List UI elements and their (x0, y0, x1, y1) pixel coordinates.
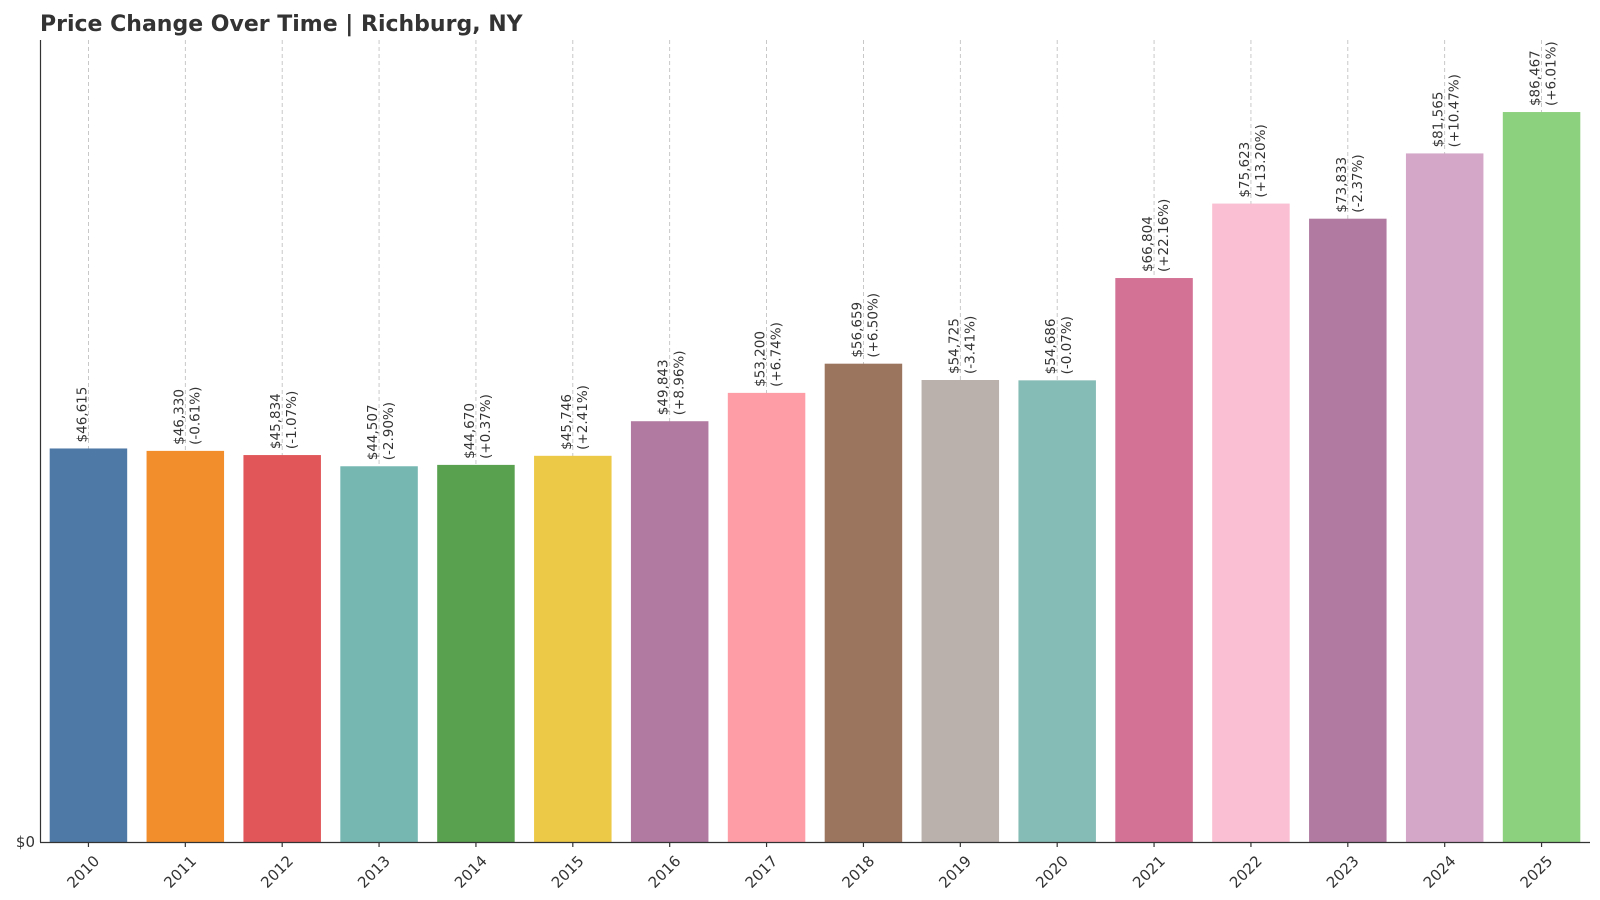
bar-2012 (243, 455, 321, 842)
value-label-2021: $66,804 (1140, 216, 1156, 272)
bar-2024 (1405, 153, 1484, 843)
bars (49, 112, 1581, 843)
bar-2022 (1212, 203, 1290, 842)
change-label-2011: (-0.61%) (187, 387, 203, 445)
change-label-2021: (+22.16%) (1156, 199, 1172, 272)
x-tick-label-2011: 2011 (160, 852, 200, 892)
change-label-2019: (-3.41%) (962, 316, 978, 374)
x-tick-label-2020: 2020 (1032, 852, 1072, 892)
bar-2025 (1502, 112, 1581, 843)
x-tick-label-2025: 2025 (1517, 852, 1557, 892)
value-label-2024: $81,565 (1431, 92, 1447, 148)
bar-2019 (921, 380, 1000, 842)
bar-2017 (727, 392, 806, 842)
value-label-2012: $45,834 (268, 393, 284, 449)
chart-title: Price Change Over Time | Richburg, NY (40, 12, 524, 37)
y-tick-label-0: $0 (16, 833, 35, 851)
change-label-2012: (-1.07%) (284, 391, 300, 449)
bar-2018 (824, 363, 903, 842)
value-label-2022: $75,623 (1237, 142, 1253, 198)
change-label-2013: (-2.90%) (381, 402, 397, 460)
bar-2010 (49, 448, 128, 842)
bar-2014 (437, 464, 515, 842)
value-label-2010: $46,615 (74, 387, 90, 443)
bar-2023 (1309, 218, 1387, 842)
bar-2016 (630, 421, 709, 842)
x-tick-label-2018: 2018 (838, 852, 878, 892)
x-tick-label-2017: 2017 (742, 852, 782, 892)
x-tick-label-2019: 2019 (935, 852, 975, 892)
value-label-2013: $44,507 (365, 404, 381, 460)
value-label-2025: $86,467 (1528, 50, 1544, 106)
x-ticks: 2010 2011 2012 2013 2014 2015 2016 2017 2018 2019… (63, 842, 1556, 892)
x-tick-label-2010: 2010 (63, 852, 103, 892)
value-label-2023: $73,833 (1334, 157, 1350, 213)
x-tick-label-2014: 2014 (451, 852, 491, 892)
bar-2021 (1115, 278, 1193, 842)
change-label-2022: (+13.20%) (1253, 124, 1269, 197)
x-tick-label-2013: 2013 (354, 852, 394, 892)
x-tick-label-2016: 2016 (645, 852, 685, 892)
value-label-2015: $45,746 (559, 394, 575, 450)
value-label-2014: $44,670 (462, 403, 478, 459)
value-label-2018: $56,659 (849, 302, 865, 358)
change-label-2018: (+6.50%) (865, 293, 881, 358)
bar-2015 (534, 455, 612, 842)
value-label-2020: $54,686 (1043, 319, 1059, 375)
change-label-2025: (+6.01%) (1544, 41, 1560, 106)
x-tick-label-2024: 2024 (1420, 852, 1460, 892)
value-label-2017: $53,200 (753, 331, 769, 387)
x-tick-label-2023: 2023 (1323, 852, 1363, 892)
x-tick-label-2021: 2021 (1129, 852, 1169, 892)
x-tick-label-2015: 2015 (548, 852, 588, 892)
change-label-2014: (+0.37%) (478, 394, 494, 459)
x-tick-label-2012: 2012 (257, 852, 297, 892)
bar-2020 (1018, 380, 1096, 842)
value-label-2011: $46,330 (171, 389, 187, 445)
bar-2013 (340, 466, 418, 842)
x-tick-label-2022: 2022 (1226, 852, 1266, 892)
bar-2011 (146, 450, 225, 842)
value-label-2019: $54,725 (946, 318, 962, 374)
change-label-2020: (-0.07%) (1059, 316, 1075, 374)
change-label-2017: (+6.74%) (769, 322, 785, 387)
value-label-2016: $49,843 (656, 359, 672, 415)
change-label-2023: (-2.37%) (1350, 154, 1366, 212)
change-label-2024: (+10.47%) (1447, 74, 1463, 147)
bar-labels: $46,615 $46,330 (-0.61%) $45,834 (-1.07%) $44… (74, 41, 1559, 460)
change-label-2016: (+8.96%) (672, 350, 688, 415)
y-ticks: $0 (16, 833, 35, 851)
change-label-2015: (+2.41%) (575, 385, 591, 450)
